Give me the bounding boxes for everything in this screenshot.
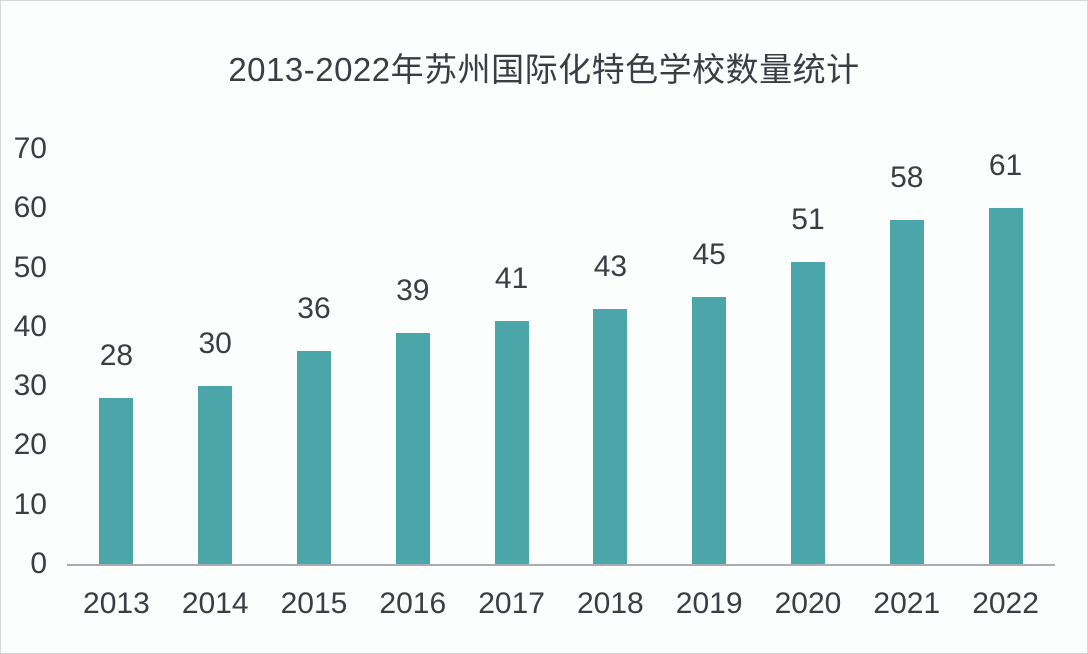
bar <box>99 398 134 564</box>
bar-value-label: 58 <box>890 161 924 195</box>
bar-slot: 61 <box>956 149 1055 564</box>
bar-slot: 30 <box>166 149 265 564</box>
bar-slot: 43 <box>561 149 660 564</box>
bar-value-label: 39 <box>396 273 430 307</box>
bar-slot: 28 <box>67 149 166 564</box>
bar-slot: 41 <box>462 149 561 564</box>
y-tick-label: 30 <box>13 369 47 403</box>
x-tick-label: 2014 <box>181 587 249 620</box>
bar-value-label: 28 <box>99 339 134 372</box>
y-tick-label: 70 <box>13 132 47 165</box>
bar-value-label: 41 <box>494 261 529 295</box>
y-tick-label: 10 <box>13 487 47 521</box>
y-tick-label: 40 <box>13 309 47 343</box>
x-axis-tick-labels: 2013 2014 2015 2016 2017 2018 2019 2020 2021 2022 <box>67 586 1055 622</box>
bar <box>692 297 727 564</box>
y-tick-label: 50 <box>13 250 47 284</box>
bar <box>988 208 1023 564</box>
y-tick-label: 60 <box>13 191 47 225</box>
y-axis-tick-labels: 0 10 20 30 40 50 60 70 <box>1 134 49 579</box>
y-tick-label: 0 <box>30 547 47 580</box>
x-tick-label: 2019 <box>675 587 743 620</box>
bar-value-label: 30 <box>198 327 232 361</box>
bar-slot: 39 <box>363 149 462 564</box>
bar-slot: 51 <box>759 149 858 564</box>
bar-value-label: 61 <box>988 149 1023 182</box>
x-tick-label: 2015 <box>280 587 348 620</box>
bar <box>790 261 825 564</box>
chart-title: 2013-2022年苏州国际化特色学校数量统计 <box>228 51 860 88</box>
bar-value-label: 36 <box>297 291 331 325</box>
bar-value-label: 45 <box>692 238 726 272</box>
bar <box>494 320 529 564</box>
bar-slot: 36 <box>265 149 364 564</box>
x-tick-label: 2022 <box>972 587 1039 620</box>
bar <box>889 220 924 564</box>
bar <box>296 350 331 564</box>
bar-value-label: 43 <box>593 250 628 284</box>
x-tick-label: 2017 <box>478 587 545 620</box>
y-tick-label: 20 <box>13 428 47 462</box>
x-tick-label: 2018 <box>577 587 644 620</box>
x-tick-label: 2016 <box>379 587 447 620</box>
x-tick-label: 2020 <box>774 587 842 620</box>
x-tick-label: 2021 <box>873 587 941 620</box>
bars-container: 28 30 36 39 41 43 45 51 58 61 <box>67 149 1055 564</box>
bar-slot: 58 <box>857 149 956 564</box>
bar-value-label: 51 <box>791 202 825 236</box>
bar <box>593 309 628 564</box>
plot-area: 28 30 36 39 41 43 45 51 58 61 <box>67 149 1055 566</box>
bar <box>198 386 233 564</box>
bar-slot: 45 <box>660 149 759 564</box>
x-tick-label: 2013 <box>83 587 150 620</box>
bar <box>395 332 430 564</box>
